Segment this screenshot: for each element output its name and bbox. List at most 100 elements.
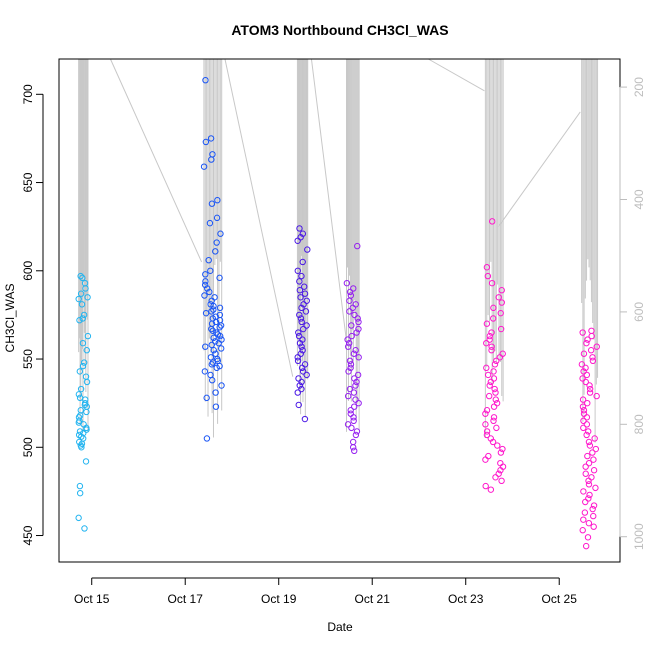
data-point <box>483 320 491 327</box>
data-point <box>300 325 307 333</box>
data-point <box>298 343 305 350</box>
data-point <box>490 375 498 382</box>
data-point <box>582 498 589 506</box>
data-point <box>580 516 587 523</box>
data-point <box>212 248 219 255</box>
data-point <box>201 292 208 299</box>
data-point <box>592 484 599 492</box>
data-point <box>580 417 587 425</box>
data-point <box>79 362 87 370</box>
data-point <box>580 488 587 495</box>
data-point <box>295 401 302 409</box>
data-point <box>355 325 362 333</box>
data-point <box>343 279 351 287</box>
data-point <box>590 523 597 530</box>
data-point <box>353 329 360 336</box>
data-point <box>82 458 90 465</box>
data-point <box>497 309 504 317</box>
data-point <box>354 371 362 379</box>
data-point <box>84 294 91 301</box>
data-point <box>208 341 215 349</box>
data-point <box>496 354 504 361</box>
transit-line <box>310 58 348 342</box>
data-point <box>483 339 490 347</box>
data-point <box>204 285 211 292</box>
data-point <box>209 327 216 334</box>
transit-line <box>498 111 581 227</box>
data-point <box>580 350 588 357</box>
x-tick-label: Oct 21 <box>355 592 391 606</box>
data-point <box>79 339 87 347</box>
data-point <box>77 272 84 280</box>
data-point <box>490 304 497 312</box>
data-point <box>346 385 354 393</box>
data-point <box>202 271 209 278</box>
data-point <box>351 447 358 455</box>
data-point <box>299 258 306 266</box>
data-point <box>585 438 593 446</box>
data-point <box>590 502 598 509</box>
data-point <box>75 295 82 303</box>
data-point <box>210 334 217 342</box>
data-point <box>582 463 589 470</box>
data-point <box>493 399 501 407</box>
data-point <box>485 392 493 400</box>
data-point <box>580 407 588 414</box>
data-point <box>294 389 301 396</box>
data-point <box>300 301 307 308</box>
data-point <box>301 290 309 297</box>
data-point <box>202 343 209 350</box>
y-axis-left: 450 500 550 600 650 700 <box>21 84 44 546</box>
data-point <box>585 459 593 467</box>
data-point <box>352 431 360 439</box>
data-point <box>294 354 301 361</box>
data-point <box>208 200 216 207</box>
transit-line <box>428 58 485 92</box>
data-point <box>490 403 498 410</box>
data-point <box>84 332 92 340</box>
data-point <box>593 343 600 350</box>
data-point <box>298 304 305 312</box>
data-point <box>584 534 592 541</box>
data-point <box>77 290 85 297</box>
data-point <box>203 435 211 442</box>
data-point <box>350 285 357 292</box>
data-point <box>489 315 497 322</box>
data-point <box>499 445 506 453</box>
data-point <box>302 308 310 315</box>
data-point <box>212 318 220 326</box>
data-point <box>82 285 89 292</box>
x-tick-label: Oct 25 <box>542 592 578 606</box>
data-point <box>205 257 212 264</box>
data-point <box>210 302 217 310</box>
data-point <box>486 336 493 343</box>
data-point <box>79 274 86 282</box>
data-point <box>490 414 498 421</box>
data-point <box>353 428 361 435</box>
data-point <box>297 315 305 322</box>
data-point <box>83 347 90 354</box>
data-point <box>495 294 502 301</box>
data-point <box>218 382 225 389</box>
data-point <box>352 347 359 354</box>
data-point <box>296 225 303 232</box>
data-point <box>585 477 592 485</box>
data-point <box>350 350 358 357</box>
data-point <box>303 322 310 329</box>
data-point <box>298 385 305 393</box>
data-point <box>580 424 587 432</box>
data-point <box>206 288 213 296</box>
data-point <box>578 361 586 368</box>
data-point <box>81 401 89 409</box>
data-point <box>590 456 597 463</box>
data-point <box>216 324 223 331</box>
data-point <box>486 382 493 389</box>
data-point <box>498 299 505 306</box>
data-point <box>346 308 353 315</box>
y-tick-label: 700 <box>21 84 35 104</box>
data-points-layer <box>75 76 600 550</box>
data-point <box>208 156 215 163</box>
data-point <box>350 417 357 425</box>
data-point <box>349 304 356 312</box>
data-point <box>202 278 209 285</box>
